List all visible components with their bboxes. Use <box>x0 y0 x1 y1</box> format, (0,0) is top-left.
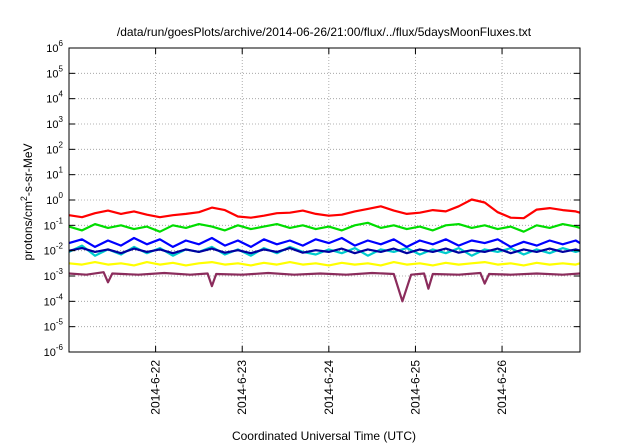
y-tick-label: 10-1 <box>44 216 64 232</box>
y-tick-label: 10-2 <box>44 242 64 258</box>
y-tick-label: 103 <box>46 115 63 131</box>
y-tick-label: 10-4 <box>44 292 64 308</box>
y-tick-label: 102 <box>46 140 63 156</box>
x-tick-label: 2014-6-24 <box>322 360 336 415</box>
series-group <box>68 198 581 303</box>
x-tick-label: 2014-6-26 <box>495 360 509 415</box>
x-tick-label: 2014-6-22 <box>149 360 163 415</box>
ticks: 10-6 10-5 10-4 10-3 10-2 10-1 100 101 102 103 104 1… <box>44 39 580 415</box>
y-tick-label: 106 <box>46 39 63 55</box>
y-axis-label: protons/cm2-s-sr-MeV <box>19 143 35 260</box>
x-tick-label: 2014-6-23 <box>235 360 249 415</box>
x-tick-label: 2014-6-25 <box>408 360 422 415</box>
y-tick-label: 100 <box>46 191 63 207</box>
y-tick-label: 10-6 <box>44 343 64 359</box>
y-tick-label: 105 <box>46 64 63 80</box>
y-tick-label: 10-5 <box>44 318 64 334</box>
grid <box>69 48 580 352</box>
series-line-2 <box>68 221 581 233</box>
y-tick-label: 10-3 <box>44 267 64 283</box>
y-tick-label: 101 <box>46 166 63 182</box>
series-line-4 <box>68 236 581 248</box>
chart-title: /data/run/goesPlots/archive/2014-06-26/2… <box>117 25 532 39</box>
y-tick-label: 104 <box>46 90 63 106</box>
series-line-6 <box>68 261 581 267</box>
series-line-1 <box>68 198 581 220</box>
series-line-7 <box>68 271 581 303</box>
x-axis-label: Coordinated Universal Time (UTC) <box>232 429 416 443</box>
series-line-5 <box>68 247 581 255</box>
